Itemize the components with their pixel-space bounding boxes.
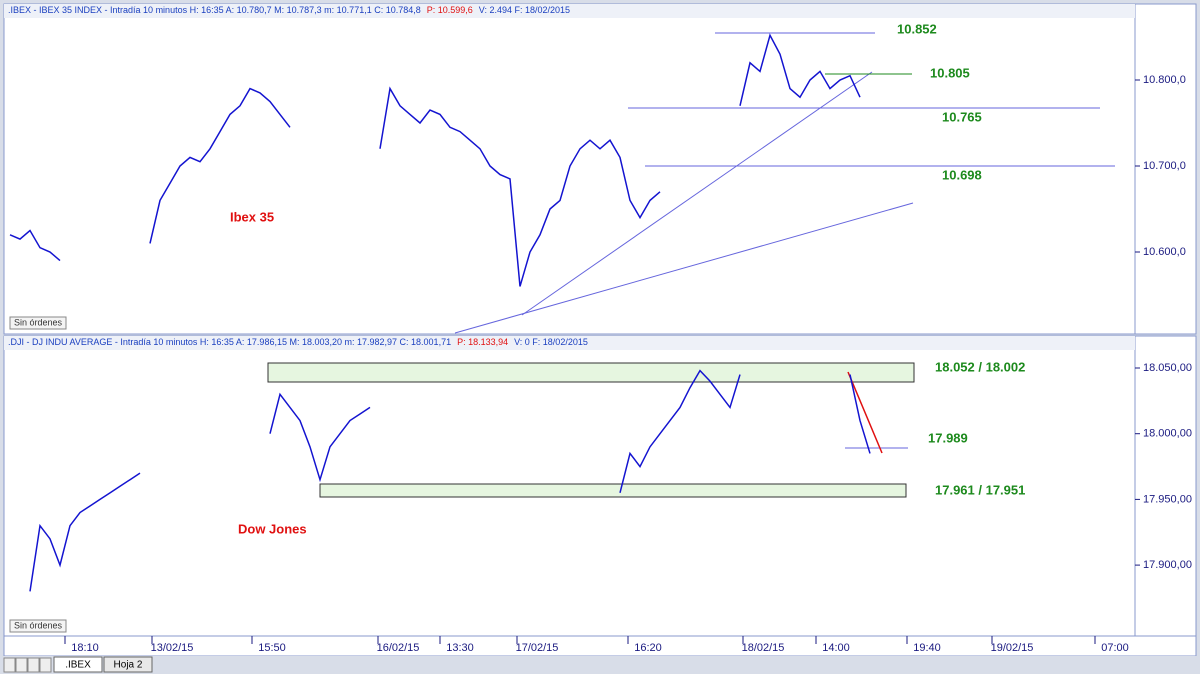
sheet-tab[interactable]: [53, 656, 103, 673]
sheet-tab-label[interactable]: Hoja 2: [114, 660, 143, 671]
top-header-bar: [4, 4, 1135, 18]
tab-bar: [0, 656, 1200, 674]
time-label: 13:30: [446, 642, 474, 654]
level-label: 10.765: [942, 109, 982, 124]
header-part: .DJI - DJ INDU AVERAGE - Intradía 10 min…: [8, 337, 451, 347]
status-label: Sin órdenes: [14, 317, 63, 327]
y-tick-label: 10.600,0: [1143, 246, 1186, 258]
time-label: 18:10: [71, 642, 99, 654]
bottom-axis: [1134, 335, 1197, 637]
level-label: 10.698: [942, 167, 982, 182]
price-line: [9, 229, 61, 262]
price-line: [29, 472, 141, 592]
panel-header: .IBEX - IBEX 35 INDEX - Intradía 10 minu…: [8, 5, 570, 15]
time-label: 13/02/15: [151, 642, 194, 654]
chart-name: Ibex 35: [230, 209, 274, 224]
level-label: 10.805: [930, 65, 970, 80]
time-label: 18/02/15: [742, 642, 785, 654]
trend-line: [847, 371, 883, 454]
level-label: 17.989: [928, 430, 968, 445]
price-line: [269, 392, 371, 483]
time-label: 19:40: [913, 642, 941, 654]
support-box: [319, 483, 907, 498]
level-label: 17.961 / 17.951: [935, 482, 1025, 497]
status-box: [9, 619, 67, 633]
price-line: [739, 33, 861, 106]
price-line: [379, 86, 661, 287]
header-part: P: 10.599,6: [427, 5, 473, 15]
chart-name: Dow Jones: [238, 521, 307, 536]
header-part: .IBEX - IBEX 35 INDEX - Intradía 10 minu…: [8, 5, 421, 15]
bottom-header-bar: [4, 336, 1135, 350]
nav-button[interactable]: [27, 657, 40, 673]
price-line: [149, 87, 291, 244]
panel-header: .DJI - DJ INDU AVERAGE - Intradía 10 min…: [8, 337, 588, 347]
header-part: V: 0 F: 18/02/2015: [514, 337, 588, 347]
trend-line: [521, 71, 873, 316]
nav-button[interactable]: [39, 657, 52, 673]
price-line: [619, 369, 741, 494]
status-box: [9, 316, 67, 330]
y-tick-label: 17.900,00: [1143, 559, 1192, 571]
level-label: 10.852: [897, 21, 937, 36]
trend-line: [454, 202, 914, 334]
time-label: 19/02/15: [991, 642, 1034, 654]
y-tick-label: 18.000,00: [1143, 428, 1192, 440]
nav-button[interactable]: [15, 657, 28, 673]
time-label: 14:00: [822, 642, 850, 654]
header-part: V: 2.494 F: 18/02/2015: [479, 5, 570, 15]
nav-button[interactable]: [3, 657, 16, 673]
y-tick-label: 18.050,00: [1143, 362, 1192, 374]
time-label: 17/02/15: [516, 642, 559, 654]
sheet-tab-label[interactable]: .IBEX: [65, 660, 91, 671]
y-tick-label: 10.800,0: [1143, 74, 1186, 86]
y-tick-label: 17.950,00: [1143, 493, 1192, 505]
header-part: P: 18.133,94: [457, 337, 508, 347]
sheet-tab[interactable]: [103, 656, 153, 673]
y-tick-label: 10.700,0: [1143, 160, 1186, 172]
level-label: 18.052 / 18.002: [935, 359, 1025, 374]
time-label: 15:50: [258, 642, 286, 654]
top-axis: [1134, 3, 1197, 335]
time-label: 16:20: [634, 642, 662, 654]
drawings: [267, 32, 1115, 498]
time-label: 16/02/15: [377, 642, 420, 654]
resistance-box: [267, 362, 915, 383]
price-line: [849, 374, 871, 454]
time-label: 07:00: [1101, 642, 1129, 654]
status-label: Sin órdenes: [14, 620, 63, 630]
